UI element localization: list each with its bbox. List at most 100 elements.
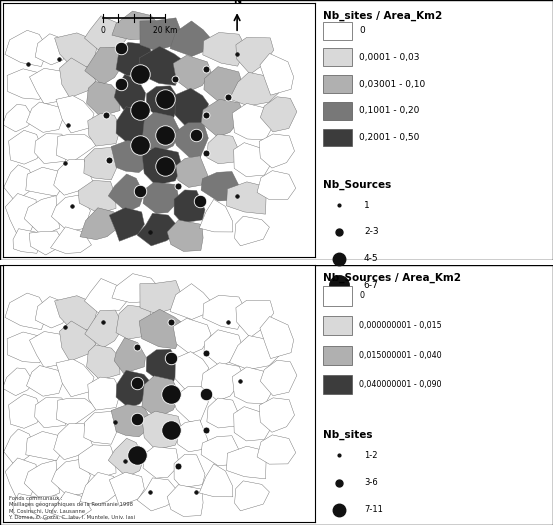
Polygon shape bbox=[56, 359, 94, 397]
Text: Fonds communaux :
Maillages géographiques de la Roumanie 1998
M. Cosinschi, Univ: Fonds communaux : Maillages géographique… bbox=[9, 496, 135, 520]
Bar bbox=[322, 102, 352, 120]
Polygon shape bbox=[146, 349, 180, 381]
Polygon shape bbox=[50, 491, 91, 519]
Polygon shape bbox=[173, 318, 211, 354]
Polygon shape bbox=[114, 338, 145, 373]
Polygon shape bbox=[143, 447, 179, 478]
Polygon shape bbox=[257, 435, 296, 464]
Polygon shape bbox=[26, 432, 67, 460]
Polygon shape bbox=[114, 75, 145, 110]
Polygon shape bbox=[167, 220, 203, 251]
Polygon shape bbox=[176, 420, 208, 452]
Polygon shape bbox=[142, 411, 182, 449]
Polygon shape bbox=[116, 370, 153, 408]
Polygon shape bbox=[9, 130, 42, 164]
Polygon shape bbox=[35, 397, 70, 428]
Polygon shape bbox=[109, 207, 144, 242]
Polygon shape bbox=[234, 143, 275, 176]
Polygon shape bbox=[24, 196, 60, 236]
Polygon shape bbox=[7, 332, 51, 363]
Polygon shape bbox=[5, 293, 48, 330]
Polygon shape bbox=[24, 460, 60, 501]
Text: 1-2: 1-2 bbox=[364, 451, 377, 460]
Text: 7-11: 7-11 bbox=[364, 505, 383, 514]
Bar bbox=[322, 316, 352, 335]
Polygon shape bbox=[84, 148, 118, 180]
Polygon shape bbox=[88, 113, 121, 146]
Text: Nb_sites / Area_Km2: Nb_sites / Area_Km2 bbox=[322, 10, 442, 20]
Polygon shape bbox=[85, 278, 129, 313]
Polygon shape bbox=[260, 317, 294, 359]
Text: Nb_sites: Nb_sites bbox=[322, 430, 372, 440]
Polygon shape bbox=[5, 458, 37, 500]
Polygon shape bbox=[260, 97, 297, 132]
Polygon shape bbox=[232, 103, 273, 140]
Polygon shape bbox=[56, 134, 98, 162]
Polygon shape bbox=[60, 321, 96, 361]
Polygon shape bbox=[260, 54, 294, 95]
Bar bbox=[322, 129, 352, 146]
Polygon shape bbox=[54, 424, 93, 460]
Polygon shape bbox=[201, 99, 244, 137]
Polygon shape bbox=[3, 104, 34, 132]
Polygon shape bbox=[56, 398, 98, 426]
Polygon shape bbox=[146, 86, 180, 118]
Text: 2-3: 2-3 bbox=[364, 227, 378, 236]
Polygon shape bbox=[173, 123, 208, 158]
Polygon shape bbox=[207, 398, 238, 428]
Polygon shape bbox=[84, 411, 118, 444]
Polygon shape bbox=[29, 331, 74, 367]
Polygon shape bbox=[108, 438, 144, 477]
Polygon shape bbox=[234, 216, 269, 246]
Polygon shape bbox=[137, 478, 181, 511]
Polygon shape bbox=[112, 274, 159, 302]
Polygon shape bbox=[201, 172, 239, 201]
Polygon shape bbox=[175, 352, 208, 392]
Polygon shape bbox=[29, 496, 64, 520]
Polygon shape bbox=[174, 190, 205, 223]
Text: 0,03001 - 0,10: 0,03001 - 0,10 bbox=[359, 80, 426, 89]
Text: 0: 0 bbox=[100, 26, 105, 35]
Polygon shape bbox=[142, 112, 181, 153]
Polygon shape bbox=[7, 69, 51, 99]
Polygon shape bbox=[229, 72, 279, 106]
Text: 0,1001 - 0,20: 0,1001 - 0,20 bbox=[359, 107, 420, 116]
Bar bbox=[322, 375, 352, 394]
Polygon shape bbox=[29, 231, 64, 255]
Polygon shape bbox=[55, 296, 97, 331]
Polygon shape bbox=[112, 11, 159, 40]
Polygon shape bbox=[175, 88, 208, 129]
Polygon shape bbox=[142, 147, 182, 185]
Polygon shape bbox=[173, 386, 208, 422]
Polygon shape bbox=[108, 174, 144, 212]
Polygon shape bbox=[111, 404, 154, 437]
Text: 0,040000001 - 0,090: 0,040000001 - 0,090 bbox=[359, 380, 442, 389]
Polygon shape bbox=[60, 58, 96, 98]
Text: 3-6: 3-6 bbox=[364, 478, 378, 487]
Polygon shape bbox=[199, 200, 233, 232]
Polygon shape bbox=[201, 436, 239, 466]
Polygon shape bbox=[204, 67, 242, 103]
Polygon shape bbox=[87, 81, 120, 117]
Polygon shape bbox=[5, 30, 48, 67]
Bar bbox=[322, 48, 352, 66]
Polygon shape bbox=[26, 167, 67, 196]
Polygon shape bbox=[54, 160, 93, 195]
Polygon shape bbox=[4, 429, 35, 466]
Polygon shape bbox=[257, 171, 296, 200]
Polygon shape bbox=[9, 394, 42, 428]
Text: 0,015000001 - 0,040: 0,015000001 - 0,040 bbox=[359, 351, 442, 360]
Polygon shape bbox=[85, 16, 129, 50]
Polygon shape bbox=[227, 182, 266, 214]
Polygon shape bbox=[259, 398, 295, 432]
Text: 0,2001 - 0,50: 0,2001 - 0,50 bbox=[359, 133, 420, 142]
Polygon shape bbox=[201, 363, 244, 401]
Polygon shape bbox=[170, 21, 216, 56]
Polygon shape bbox=[56, 96, 94, 133]
Polygon shape bbox=[174, 454, 205, 488]
Polygon shape bbox=[35, 297, 71, 328]
Polygon shape bbox=[79, 445, 116, 478]
Polygon shape bbox=[116, 305, 153, 339]
Polygon shape bbox=[88, 377, 121, 410]
Polygon shape bbox=[260, 360, 297, 396]
